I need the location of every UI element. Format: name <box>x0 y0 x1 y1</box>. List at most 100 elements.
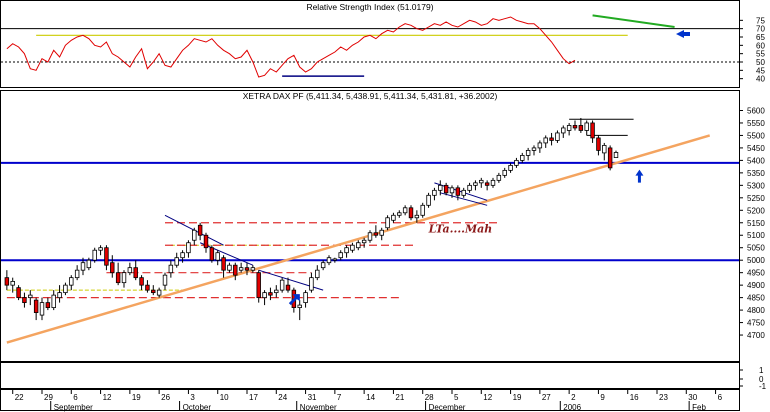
candle-body <box>168 264 174 274</box>
x-tick-label: 14 <box>366 393 375 402</box>
x-tick-label: 24 <box>278 393 287 402</box>
candle-body <box>420 204 425 216</box>
price-tick-label: 5550 <box>747 119 765 128</box>
price-tick-label: 5250 <box>747 194 765 203</box>
candle-body <box>139 277 144 286</box>
price-title: XETRA DAX PF (5,411.34, 5,438.91, 5,411.… <box>243 91 498 101</box>
candle-body <box>379 229 384 236</box>
rsi-tick-label: 75 <box>756 16 765 25</box>
rsi-tick-label: 65 <box>756 33 765 42</box>
candle-body <box>531 147 537 151</box>
candle-body <box>461 189 466 196</box>
candle-body <box>197 224 203 236</box>
candle-body <box>572 125 578 129</box>
candle-body <box>543 137 548 144</box>
x-tick-label: 23 <box>659 393 668 402</box>
rsi-arrow-icon <box>676 30 690 38</box>
candle-body <box>426 194 431 206</box>
candle-body <box>356 242 361 249</box>
candle-body <box>80 262 86 271</box>
candle-body <box>490 179 496 186</box>
volume-tick-label: 0 <box>759 375 764 384</box>
price-tick-label: 4700 <box>747 331 765 340</box>
candle-body <box>549 137 554 141</box>
x-axis: 22 29 6 12 19 26 3 10 17 24 31 7 14 21 28 5 12 19 27 2 9 16 23… <box>12 390 723 412</box>
x-tick-label: 7 <box>337 393 342 402</box>
candle-body <box>203 234 209 249</box>
candle-body <box>479 179 484 184</box>
candle-body <box>250 267 256 271</box>
candle-body <box>326 257 332 264</box>
candle-body <box>74 269 80 279</box>
x-tick-label: 30 <box>688 393 697 402</box>
candle-body <box>221 257 226 271</box>
candle-body <box>69 277 74 286</box>
price-tick-label: 5350 <box>747 169 765 178</box>
candle-body <box>502 169 507 176</box>
rsi-tick-label: 50 <box>756 58 765 67</box>
rsi-tick-label: 45 <box>756 66 765 75</box>
candle-body <box>508 164 513 171</box>
candle-body <box>432 189 437 196</box>
candle-body <box>561 127 566 134</box>
price-tick-label: 5450 <box>747 144 765 153</box>
candle-body <box>344 247 349 254</box>
candle-body <box>121 272 127 284</box>
candle-body <box>590 122 595 139</box>
rsi-title: Relative Strength Index (51.0179) <box>306 2 433 12</box>
x-tick-label: 19 <box>132 393 141 402</box>
x-tick-label: 2 <box>571 393 576 402</box>
x-tick-label: 29 <box>44 393 53 402</box>
candle-body <box>285 284 291 291</box>
candle-body <box>16 287 21 299</box>
price-panel-frame <box>0 90 740 362</box>
price-tick-label: 4950 <box>747 269 765 278</box>
x-tick-label: 12 <box>483 393 492 402</box>
price-tick-label: 4750 <box>747 319 765 328</box>
candle-body <box>408 207 414 219</box>
candle-body <box>467 184 472 191</box>
month-label: September <box>54 403 93 412</box>
rsi-tick-label: 60 <box>756 41 765 50</box>
x-tick-label: 22 <box>15 393 24 402</box>
price-tick-label: 4900 <box>747 281 765 290</box>
candle-body <box>63 284 68 294</box>
candle-body <box>320 262 326 269</box>
x-tick-label: 9 <box>600 393 605 402</box>
candle-body <box>268 292 273 296</box>
channel-line <box>440 192 488 206</box>
candle-body <box>607 147 613 169</box>
rsi-panel-frame <box>0 0 740 88</box>
rsi-line <box>6 16 576 78</box>
candle-body <box>566 125 572 131</box>
month-label: Feb <box>692 403 706 412</box>
x-tick-label: 31 <box>308 393 317 402</box>
x-tick-label: 5 <box>454 393 459 402</box>
price-tick-label: 4800 <box>747 306 765 315</box>
candle-body <box>537 142 543 149</box>
candle-body <box>104 247 109 266</box>
x-tick-label: 10 <box>220 393 229 402</box>
candle-body <box>22 297 27 304</box>
candle-body <box>92 249 97 261</box>
x-tick-label: 12 <box>103 393 112 402</box>
candle-body <box>385 217 390 229</box>
month-label: October <box>183 403 212 412</box>
candle-body <box>145 284 150 291</box>
candle-body <box>279 279 285 291</box>
candle-body <box>402 207 408 214</box>
candle-body <box>520 154 525 161</box>
candle-body <box>180 252 185 259</box>
candle-body <box>238 267 244 271</box>
candle-body <box>455 187 461 196</box>
candle-body <box>4 277 10 286</box>
candle-body <box>156 289 162 296</box>
rsi-tick-label: 70 <box>756 25 765 34</box>
candle-body <box>10 281 15 286</box>
price-tick-label: 5600 <box>747 106 765 115</box>
candle-body <box>110 262 115 274</box>
candle-body <box>33 299 39 313</box>
candle-body <box>449 187 455 194</box>
candle-body <box>162 274 168 286</box>
